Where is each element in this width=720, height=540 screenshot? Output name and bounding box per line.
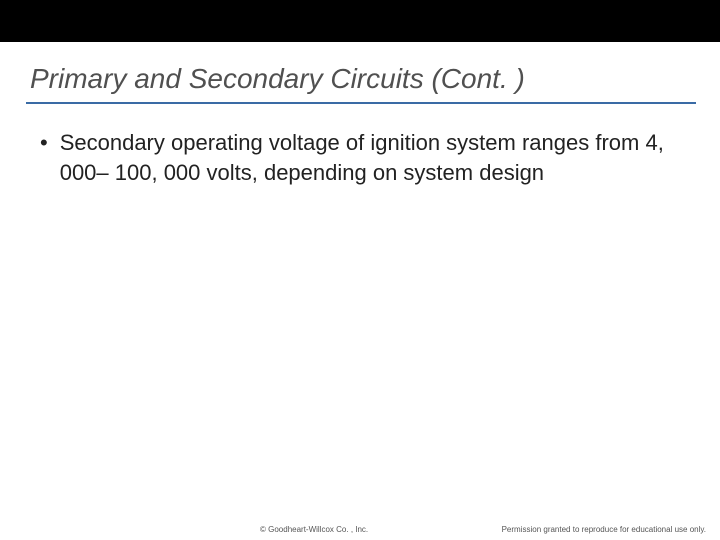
title-underline [26, 102, 696, 104]
permission-text: Permission granted to reproduce for educ… [502, 525, 706, 534]
bullet-text: Secondary operating voltage of ignition … [60, 128, 680, 188]
slide-container: Primary and Secondary Circuits (Cont. ) … [0, 0, 720, 540]
bullet-marker: • [40, 128, 48, 158]
top-bar [0, 0, 720, 42]
bullet-item: • Secondary operating voltage of ignitio… [40, 128, 680, 188]
copyright-text: © Goodheart-Willcox Co. , Inc. [260, 525, 368, 534]
slide-title: Primary and Secondary Circuits (Cont. ) [30, 63, 525, 95]
slide-footer: © Goodheart-Willcox Co. , Inc. Permissio… [0, 518, 720, 534]
slide-body: • Secondary operating voltage of ignitio… [40, 128, 680, 188]
